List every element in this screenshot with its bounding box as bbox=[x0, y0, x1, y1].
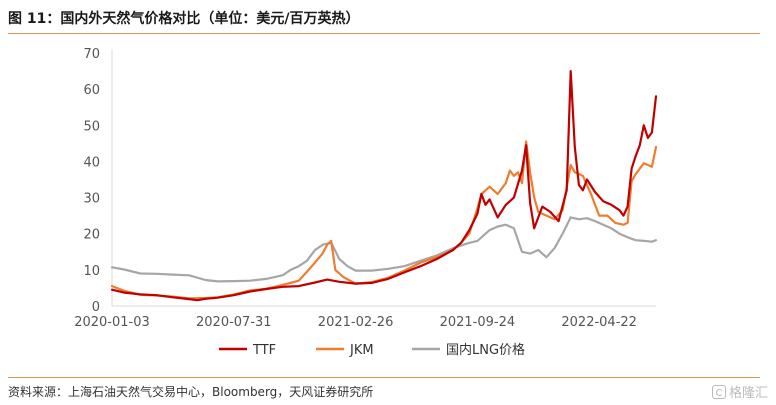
watermark-text: 格隆汇 bbox=[728, 386, 768, 401]
legend-label: 国内LNG价格 bbox=[446, 342, 525, 358]
y-tick-label: 70 bbox=[83, 47, 100, 62]
y-tick-label: 60 bbox=[83, 83, 100, 98]
gelonghui-logo-icon bbox=[711, 384, 726, 399]
x-tick-label: 2022-04-22 bbox=[561, 315, 637, 330]
y-tick-label: 10 bbox=[83, 264, 100, 279]
legend: TTF JKM 国内LNG价格 bbox=[219, 342, 525, 358]
watermark: 格隆汇 bbox=[711, 382, 768, 401]
series-line-0 bbox=[110, 69, 658, 302]
y-axis: 0 10 20 30 40 50 60 70 bbox=[83, 47, 113, 315]
series-line-1 bbox=[110, 140, 658, 300]
x-tick-label: 2021-02-26 bbox=[318, 315, 394, 330]
x-axis: 2020-01-03 2020-07-31 2021-02-26 2021-09-24… bbox=[74, 305, 656, 330]
y-tick-label: 0 bbox=[92, 300, 100, 315]
x-tick-label: 2020-07-31 bbox=[196, 315, 272, 330]
series-layer bbox=[110, 69, 658, 302]
x-tick-label: 2021-09-24 bbox=[440, 315, 516, 330]
source-divider bbox=[8, 377, 760, 378]
figure-title: 图 11：国内外天然气价格对比（单位：美元/百万英热） bbox=[8, 11, 360, 27]
title-divider bbox=[8, 33, 760, 34]
source-note: 资料来源：上海石油天然气交易中心，Bloomberg，天风证券研究所 bbox=[8, 385, 374, 399]
line-chart: 0 10 20 30 40 50 60 70 2020-01-03 2020-07-31 2021… bbox=[74, 47, 658, 358]
legend-label: TTF bbox=[252, 343, 276, 358]
series-line-2 bbox=[110, 216, 658, 283]
y-tick-label: 20 bbox=[83, 228, 100, 243]
y-tick-label: 50 bbox=[83, 119, 100, 134]
legend-label: JKM bbox=[349, 343, 374, 358]
y-tick-label: 30 bbox=[83, 192, 100, 207]
x-tick-label: 2020-01-03 bbox=[74, 315, 150, 330]
y-tick-label: 40 bbox=[83, 155, 100, 170]
